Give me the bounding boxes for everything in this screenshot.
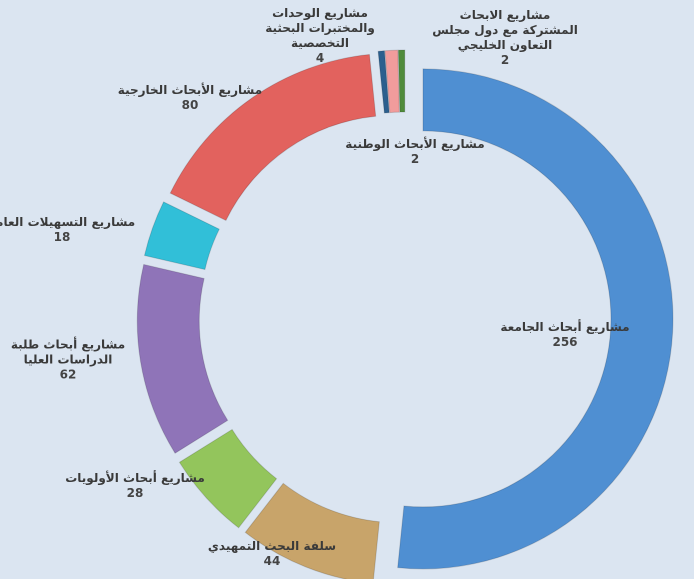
donut-segment (178, 428, 278, 529)
donut-segment (377, 50, 390, 114)
segment-label: سلفة البحث التمهيدي 44 (197, 539, 347, 569)
category-name: سلفة البحث التمهيدي (207, 539, 337, 553)
category-name: مشاريع التسهيلات العامة (0, 215, 136, 229)
category-name: مشاريع الابحاث المشتركة مع دول مجلس التع… (432, 8, 578, 52)
donut-segment (136, 263, 229, 454)
donut-segment (143, 201, 220, 271)
donut-segment (169, 53, 377, 222)
donut-segment (397, 68, 674, 570)
category-name: مشاريع الوحدات والمختبرات البحثية التخصص… (265, 6, 375, 50)
value-label: 4 (315, 51, 325, 65)
segment-label: مشاريع أبحاث طلبة الدراسات العليا 62 (0, 338, 143, 383)
donut-segment (244, 482, 380, 579)
category-name: مشاريع الأبحاث الخارجية (117, 83, 263, 97)
segment-label: مشاريع الوحدات والمختبرات البحثية التخصص… (245, 6, 395, 66)
donut-segment (397, 49, 406, 113)
segment-label: مشاريع الابحاث المشتركة مع دول مجلس التع… (430, 8, 580, 68)
value-label: 44 (263, 554, 281, 568)
segment-label: مشاريع الأبحاث الخارجية 80 (115, 83, 265, 113)
category-name: مشاريع أبحاث طلبة الدراسات العليا (10, 337, 126, 367)
segment-label: مشاريع التسهيلات العامة 18 (0, 215, 137, 245)
value-label: 62 (59, 367, 77, 382)
category-name: مشاريع أبحاث الأولويات (65, 471, 205, 485)
segment-label: مشاريع أبحاث الجامعة 256 (490, 320, 640, 350)
value-label: 2 (500, 53, 510, 67)
value-label: 28 (126, 486, 144, 500)
category-name: مشاريع أبحاث الجامعة (500, 320, 630, 334)
donut-segment (384, 49, 400, 114)
segment-label: مشاريع أبحاث الأولويات 28 (60, 471, 210, 501)
value-label: 18 (53, 230, 71, 244)
value-label: 256 (552, 335, 578, 349)
segment-label: مشاريع الأبحاث الوطنية 2 (340, 137, 490, 167)
category-name: مشاريع الأبحاث الوطنية (345, 137, 485, 151)
value-label: 80 (181, 98, 199, 112)
value-label: 2 (410, 152, 420, 166)
